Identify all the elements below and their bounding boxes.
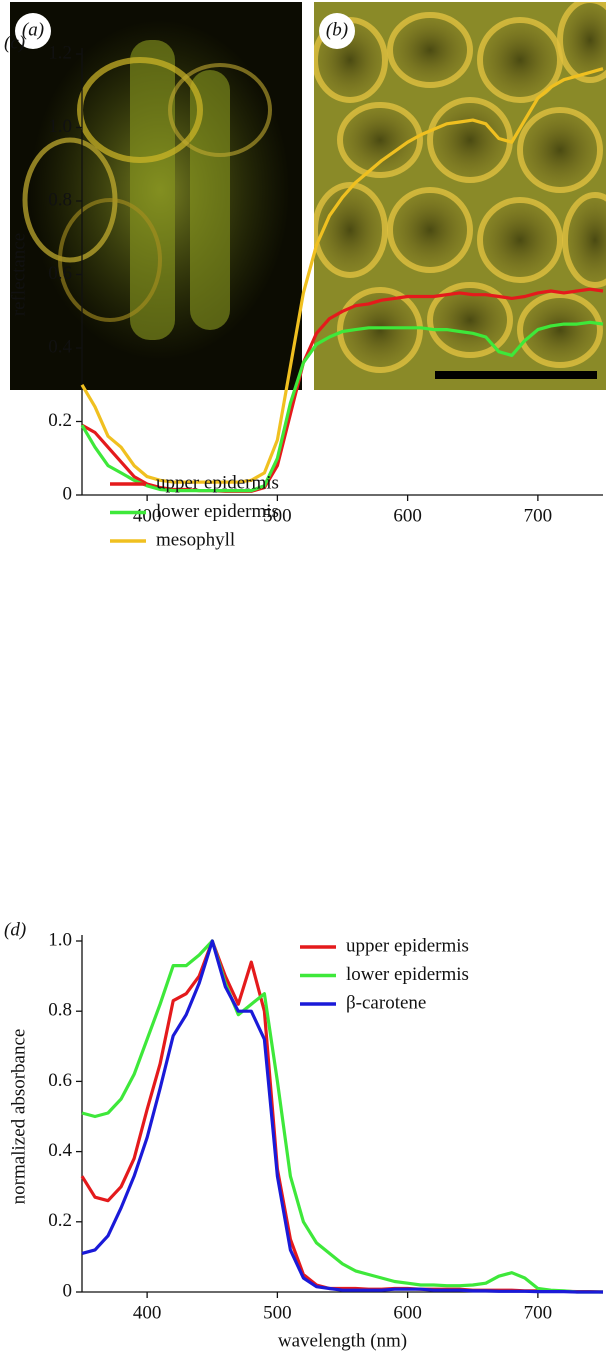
y-tick-label: 0.6 bbox=[48, 1070, 72, 1091]
y-tick-label: 0.4 bbox=[48, 1140, 72, 1161]
legend-label: upper epidermis bbox=[346, 935, 469, 956]
x-tick-label: 400 bbox=[133, 505, 162, 526]
panel-label: (b) bbox=[326, 19, 348, 40]
scale-bar bbox=[435, 371, 597, 379]
y-tick-label: 1.0 bbox=[48, 929, 72, 950]
x-tick-label: 700 bbox=[524, 1302, 553, 1323]
x-tick-label: 500 bbox=[263, 505, 292, 526]
y-tick-label: 0.4 bbox=[48, 336, 72, 357]
panel-label: (a) bbox=[22, 19, 44, 40]
series-line bbox=[81, 939, 603, 1294]
series-line bbox=[81, 939, 603, 1294]
y-tick-label: 0.2 bbox=[48, 410, 72, 431]
y-tick-label: 1.0 bbox=[48, 116, 72, 137]
panel-label: (c) bbox=[4, 32, 25, 53]
panel-label-badge bbox=[319, 13, 355, 49]
panel-label: (d) bbox=[4, 919, 26, 940]
y-tick-label: 0.6 bbox=[48, 263, 72, 284]
y-tick-label: 1.2 bbox=[48, 42, 72, 63]
x-tick-label: 600 bbox=[393, 505, 422, 526]
legend-label: lower epidermis bbox=[156, 501, 279, 522]
y-axis-label: normalized absorbance bbox=[8, 1029, 29, 1205]
y-tick-label: 0.8 bbox=[48, 1000, 72, 1021]
x-tick-label: 700 bbox=[524, 505, 553, 526]
panel-label-badge bbox=[15, 13, 51, 49]
y-tick-label: 0 bbox=[63, 1280, 73, 1301]
y-axis-label: reflectance bbox=[8, 233, 29, 316]
series-line bbox=[80, 939, 604, 1294]
series-line bbox=[80, 320, 604, 493]
series-line bbox=[80, 67, 604, 484]
x-tick-label: 400 bbox=[133, 1302, 162, 1323]
legend-label: mesophyll bbox=[156, 529, 235, 550]
legend-label: lower epidermis bbox=[346, 964, 469, 985]
legend-label: β-carotene bbox=[346, 992, 426, 1013]
y-tick-label: 0.2 bbox=[48, 1210, 72, 1231]
x-tick-label: 600 bbox=[393, 1302, 422, 1323]
micrograph-a bbox=[10, 2, 302, 390]
legend-label: upper epidermis bbox=[156, 472, 279, 493]
x-axis-label: wavelength (nm) bbox=[278, 1330, 407, 1351]
y-tick-label: 0.8 bbox=[48, 189, 72, 210]
x-tick-label: 500 bbox=[263, 1302, 292, 1323]
y-tick-label: 0 bbox=[63, 483, 73, 504]
